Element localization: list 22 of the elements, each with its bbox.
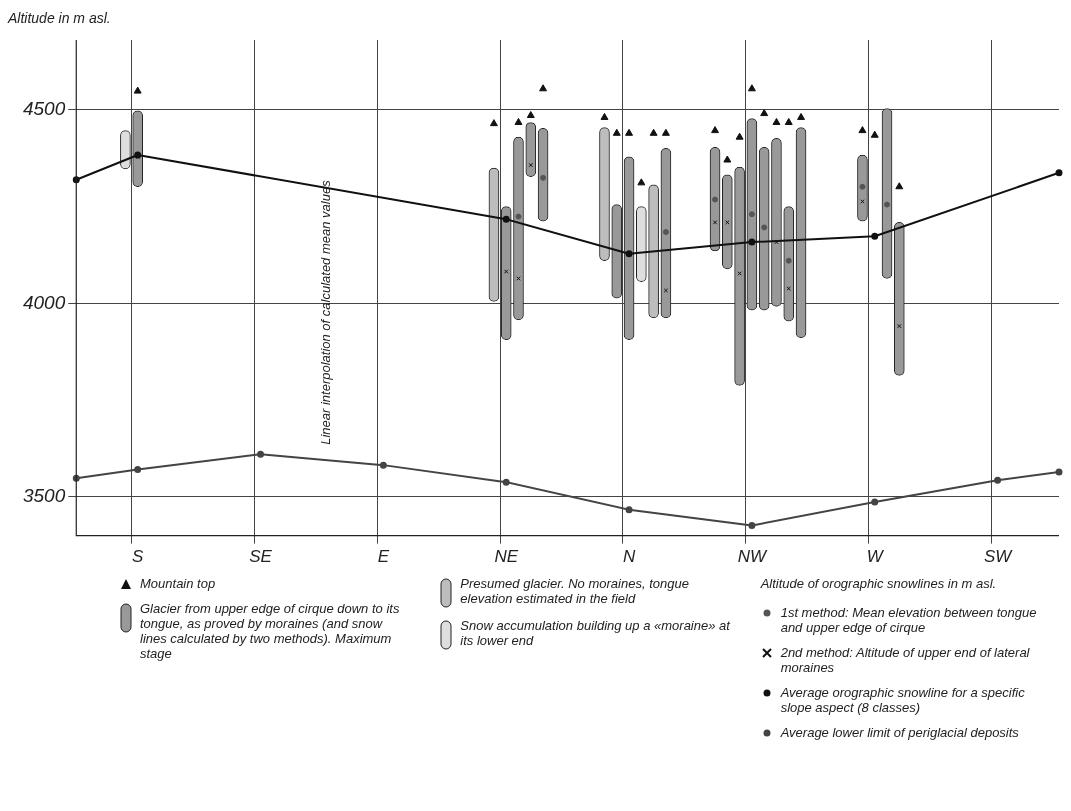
legend-label: 2nd method: Altitude of upper end of lateral moraines xyxy=(780,645,1031,675)
x-tick-label: W xyxy=(866,546,885,566)
legend-label: Average orographic snowline for a specific slope aspect (8 classes) xyxy=(780,685,1026,715)
y-axis-title: Altitude in m asl. xyxy=(7,9,111,26)
annotation: Linear interpolation of calculated mean values xyxy=(318,179,334,445)
x-tick-label: N xyxy=(622,546,636,566)
legend-label: Snow accumulation building up a «moraine» at its lower end xyxy=(460,618,731,648)
y-tick-label: 4000 xyxy=(22,291,66,313)
legend-label: Glacier from upper edge of cirque down to its tongue, as proved by moraines (and snow lines calculated by two methods). Maximum stage xyxy=(140,601,401,661)
x-tick-label: SW xyxy=(983,546,1014,566)
y-tick-label: 4500 xyxy=(22,97,66,119)
y-tick-label: 3500 xyxy=(22,485,66,507)
x-tick-label: E xyxy=(377,546,390,566)
x-tick-label: S xyxy=(132,546,145,566)
legend-label: Presumed glacier. No moraines, tongue elevation estimated in the field xyxy=(460,576,690,606)
x-tick-label: NW xyxy=(737,546,769,566)
legend-label: Mountain top xyxy=(140,576,216,591)
legend-label: Average lower limit of periglacial deposits xyxy=(780,725,1019,740)
x-tick-label: NE xyxy=(494,546,519,566)
legend-label: 1st method: Mean elevation between tongue and upper edge of cirque xyxy=(780,605,1038,635)
legend-title: Altitude of orographic snowlines in m asl. xyxy=(760,576,998,591)
x-tick-label: SE xyxy=(249,546,273,566)
